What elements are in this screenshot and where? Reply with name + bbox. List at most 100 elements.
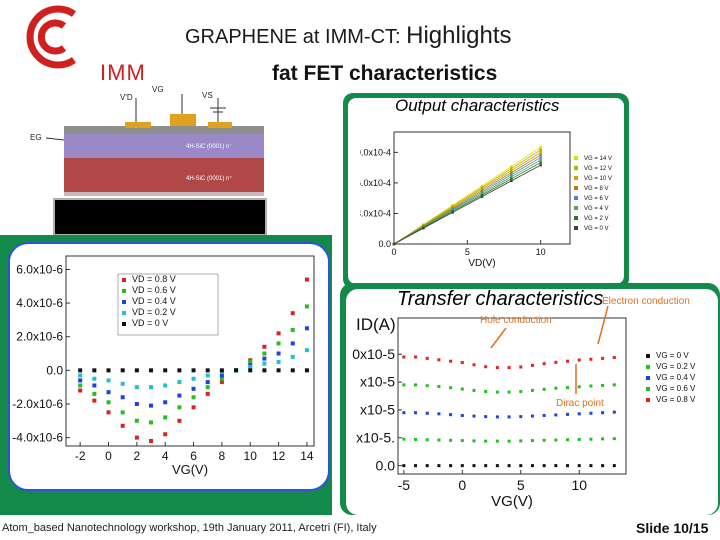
data-point <box>92 383 97 388</box>
data-point <box>519 464 523 468</box>
data-point <box>554 438 558 442</box>
x-tick-label: 0 <box>458 477 466 493</box>
transfer-title: Transfer characteristics <box>397 288 604 310</box>
data-point <box>510 173 513 177</box>
data-point <box>248 368 253 373</box>
data-point <box>480 189 484 192</box>
data-point <box>149 438 154 443</box>
data-point <box>539 148 542 152</box>
data-point <box>425 356 429 360</box>
legend-marker <box>574 206 578 210</box>
data-point <box>612 464 616 468</box>
x-tick-label: 14 <box>300 449 314 463</box>
data-point <box>402 464 406 468</box>
data-point <box>402 383 406 387</box>
data-point <box>425 438 429 442</box>
series-line <box>393 164 541 245</box>
output-chart: 0 5 10 0.0 3.0x10-4 6.0x10-4 9.0x10-4 VD(V) VG =… <box>360 131 612 269</box>
legend-marker <box>574 176 578 180</box>
data-point <box>510 169 513 172</box>
x-tick-label: 10 <box>571 477 587 493</box>
device-schematic: V'D VG VS EG 4H-SiC (0001) n⁻ 4H-SiC (00… <box>30 85 264 196</box>
data-point <box>92 391 97 396</box>
data-point <box>78 388 83 393</box>
data-point <box>106 400 111 405</box>
data-point <box>414 383 418 387</box>
transfer-panel-bg <box>346 289 718 515</box>
y-tick-label: x10-5 <box>360 374 395 390</box>
data-point <box>134 418 139 423</box>
y-tick-label: 2.0x10-6 <box>16 330 63 344</box>
data-point <box>507 390 511 394</box>
legend-label: VG = 8 V <box>584 186 609 192</box>
legend-marker <box>646 365 650 369</box>
data-point <box>290 368 295 373</box>
dirac-point-note: Dirac point <box>556 398 604 409</box>
x-tick-label: 5 <box>517 477 525 493</box>
title-prefix: GRAPHENE at IMM-CT: <box>185 26 401 48</box>
legend-marker <box>646 354 650 358</box>
data-point <box>554 386 558 390</box>
data-point <box>402 355 406 359</box>
data-point <box>566 464 570 468</box>
data-point <box>507 366 511 370</box>
x-tick-label: 4 <box>162 449 169 463</box>
data-point <box>577 464 581 468</box>
data-point <box>612 383 616 387</box>
electron-conduction-note: Electron conduction <box>602 296 690 307</box>
data-point <box>542 438 546 442</box>
data-point <box>601 411 605 415</box>
legend-marker <box>646 398 650 402</box>
data-point <box>248 359 253 364</box>
y-tick-label: 3.0x10-4 <box>360 208 391 218</box>
data-point <box>530 363 534 367</box>
eg-label: EG <box>30 133 42 142</box>
data-point <box>530 414 534 418</box>
data-point <box>414 464 418 468</box>
y-tick-label: 0x10-5 <box>352 346 395 362</box>
data-point <box>542 362 546 366</box>
legend-label: VD = 0.6 V <box>132 285 176 295</box>
data-point <box>449 386 453 390</box>
legend-label: VG = 0 V <box>584 226 609 232</box>
data-point <box>484 365 488 369</box>
legend-label: VD = 0 V <box>132 318 168 328</box>
data-point <box>205 380 210 385</box>
y-tick-label: x10-5. <box>356 429 395 445</box>
data-point <box>480 187 484 191</box>
data-point <box>472 464 476 468</box>
data-point <box>92 376 97 381</box>
data-point <box>530 439 534 443</box>
data-point <box>519 365 523 369</box>
data-point <box>539 158 542 162</box>
hole-arrow <box>490 327 507 349</box>
data-point <box>78 368 83 373</box>
x-tick-label: -5 <box>398 477 411 493</box>
legend-label: VG = 0.2 V <box>656 362 696 371</box>
data-point <box>589 437 593 441</box>
data-point <box>78 373 83 378</box>
data-point <box>480 184 484 188</box>
data-point <box>276 368 281 373</box>
data-point <box>414 411 418 415</box>
data-point <box>566 359 570 363</box>
data-point <box>539 156 542 159</box>
legend-label: VG = 0.6 V <box>656 384 696 393</box>
data-point <box>577 412 581 416</box>
data-point <box>566 438 570 442</box>
y-tick-label: 0.0 <box>376 457 396 473</box>
data-point <box>589 357 593 361</box>
data-point <box>539 151 542 154</box>
data-point <box>78 378 83 383</box>
data-point <box>460 361 464 365</box>
data-point <box>425 384 429 388</box>
gate-current-chart: -2 0 2 4 6 8 10 12 14 6.0x10-6 4.0x10-6 2.0x10-6 0.0… <box>12 255 315 477</box>
footer-text: Atom_based Nanotechnology workshop, 19th… <box>2 522 377 534</box>
data-point <box>276 351 281 356</box>
data-point <box>480 192 484 195</box>
layer-top-label: 4H-SiC (0001) n⁻ <box>186 144 233 150</box>
data-point <box>472 414 476 418</box>
y-tick-label: 4.0x10-6 <box>16 296 63 310</box>
data-point <box>191 376 196 381</box>
plot-frame <box>65 255 315 447</box>
